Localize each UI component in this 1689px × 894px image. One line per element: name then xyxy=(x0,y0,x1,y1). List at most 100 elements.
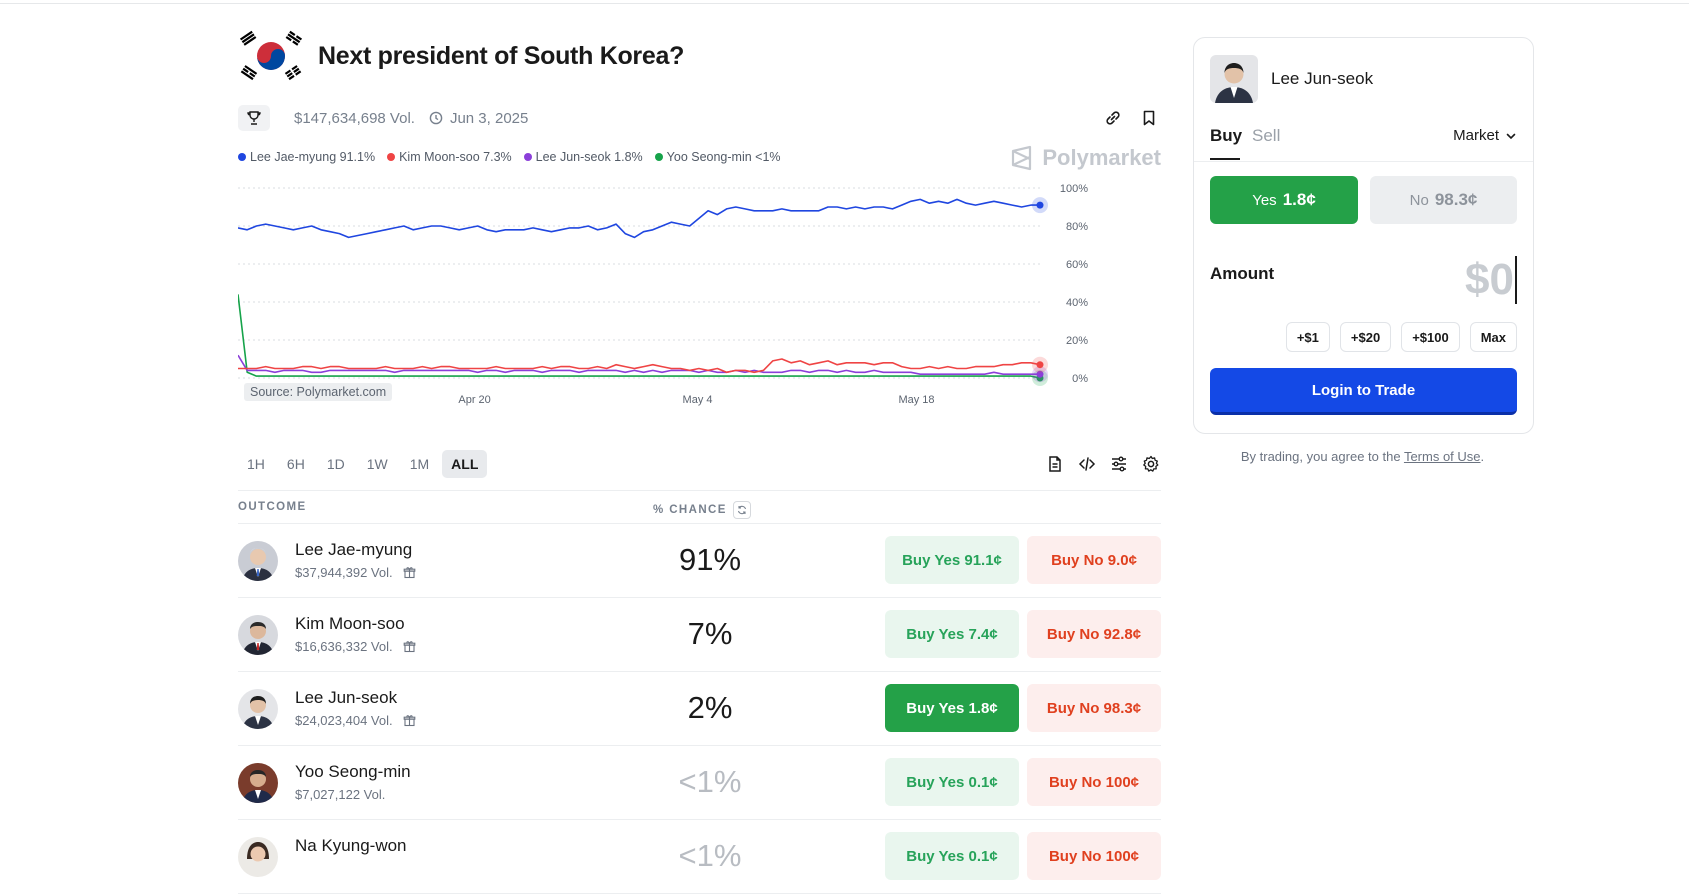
buy-no-button[interactable]: Buy No 100¢ xyxy=(1027,758,1161,806)
trade-candidate-name: Lee Jun-seok xyxy=(1271,69,1374,88)
buy-no-button[interactable]: Buy No 9.0¢ xyxy=(1027,536,1161,584)
price-chart[interactable]: 100% 80% 60% 40% 20% 0% Apr 20 May 4 May 18 xyxy=(238,182,1161,440)
x-tick-label: May 4 xyxy=(683,394,713,406)
outcome-chance: 91% xyxy=(678,542,742,577)
outcomes-table-header: OUTCOME % CHANCE xyxy=(238,490,1161,524)
add-20-button[interactable]: +$20 xyxy=(1339,322,1392,352)
x-tick-label: Apr 20 xyxy=(458,394,490,406)
range-all[interactable]: ALL xyxy=(442,450,488,478)
outcome-chance: <1% xyxy=(678,838,742,873)
south-korea-flag-icon xyxy=(238,28,304,84)
buy-yes-button[interactable]: Buy Yes 0.1¢ xyxy=(885,758,1019,806)
series-endpoint xyxy=(1036,370,1044,378)
gift-icon[interactable] xyxy=(403,714,416,727)
divider xyxy=(1194,161,1533,162)
range-1h[interactable]: 1H xyxy=(247,456,265,472)
outcome-name: Na Kyung-won xyxy=(295,836,407,855)
top-divider xyxy=(0,3,1689,4)
outcome-yes-button[interactable]: Yes 1.8¢ xyxy=(1210,176,1358,224)
trade-tabs: Buy Sell Market xyxy=(1210,126,1517,160)
market-volume: $147,634,698 Vol. xyxy=(294,109,415,127)
series-line xyxy=(238,198,1040,239)
polymarket-logo-icon xyxy=(1012,145,1032,171)
legend-dot xyxy=(523,153,532,161)
series-line xyxy=(238,354,1040,375)
avatar xyxy=(1210,55,1258,103)
buy-yes-button[interactable]: Buy Yes 91.1¢ xyxy=(885,536,1019,584)
legend-item: Lee Jun-seok 1.8% xyxy=(523,150,643,164)
gift-icon[interactable] xyxy=(403,640,416,653)
amount-label: Amount xyxy=(1210,264,1275,283)
link-icon[interactable] xyxy=(1101,106,1125,130)
outcome-row-kim-moon-soo[interactable]: Kim Moon-soo $16,636,332 Vol. 7% Buy Yes… xyxy=(238,597,1161,672)
login-to-trade-button[interactable]: Login to Trade xyxy=(1210,368,1517,415)
range-6h[interactable]: 6H xyxy=(286,456,305,472)
buy-yes-button[interactable]: Buy Yes 1.8¢ xyxy=(885,684,1019,732)
sliders-icon[interactable] xyxy=(1109,454,1129,474)
outcome-name: Lee Jae-myung xyxy=(295,540,413,559)
terms-notice: By trading, you agree to the Terms of Us… xyxy=(1240,449,1485,464)
col-chance: % CHANCE xyxy=(653,501,751,519)
buy-yes-button[interactable]: Buy Yes 7.4¢ xyxy=(885,610,1019,658)
gift-icon[interactable] xyxy=(403,566,416,579)
refresh-icon[interactable] xyxy=(732,501,751,519)
series-line xyxy=(238,294,1041,379)
chart-source: Source: Polymarket.com xyxy=(244,383,393,401)
clock-icon xyxy=(429,111,443,125)
bookmark-icon[interactable] xyxy=(1137,106,1161,130)
range-1m[interactable]: 1M xyxy=(409,456,430,472)
gear-icon[interactable] xyxy=(1141,454,1161,474)
buy-no-button[interactable]: Buy No 100¢ xyxy=(1027,832,1161,880)
add-100-button[interactable]: +$100 xyxy=(1401,322,1460,352)
y-tick-label: 100% xyxy=(1060,183,1088,195)
chart-tools xyxy=(1045,454,1161,474)
outcome-row-lee-jae-myung[interactable]: Lee Jae-myung $37,944,392 Vol. 91% Buy Y… xyxy=(238,523,1161,598)
embed-code-icon[interactable] xyxy=(1077,454,1097,474)
y-tick-label: 20% xyxy=(1066,335,1088,347)
y-tick-label: 60% xyxy=(1066,259,1088,271)
outcome-row-na-kyung-won[interactable]: Na Kyung-won <1% Buy Yes 0.1¢ Buy No 100… xyxy=(238,819,1161,894)
outcome-volume: $16,636,332 Vol. xyxy=(295,639,416,654)
outcome-row-lee-jun-seok[interactable]: Lee Jun-seok $24,023,404 Vol. 2% Buy Yes… xyxy=(238,671,1161,746)
market-meta: $147,634,698 Vol. Jun 3, 2025 xyxy=(238,104,1161,132)
legend-item: Kim Moon-soo 7.3% xyxy=(387,150,512,164)
avatar xyxy=(238,541,278,581)
legend-dot xyxy=(387,153,396,161)
avatar xyxy=(238,763,278,803)
series-endpoint xyxy=(1036,201,1044,209)
market-actions xyxy=(1101,106,1161,130)
outcome-volume: $7,027,122 Vol. xyxy=(295,787,386,802)
order-type-dropdown[interactable]: Market xyxy=(1453,127,1517,144)
market-header: Next president of South Korea? xyxy=(238,28,684,84)
terms-link[interactable]: Terms of Use xyxy=(1403,449,1481,464)
tab-sell[interactable]: Sell xyxy=(1252,126,1281,145)
max-button[interactable]: Max xyxy=(1469,322,1517,352)
buy-no-button[interactable]: Buy No 92.8¢ xyxy=(1027,610,1161,658)
outcome-chance: 7% xyxy=(687,616,733,651)
x-tick-label: May 18 xyxy=(898,394,934,406)
buy-no-button[interactable]: Buy No 98.3¢ xyxy=(1027,684,1161,732)
buy-yes-button[interactable]: Buy Yes 0.1¢ xyxy=(885,832,1019,880)
avatar xyxy=(238,615,278,655)
range-1w[interactable]: 1W xyxy=(366,456,388,472)
tab-buy[interactable]: Buy xyxy=(1210,126,1243,145)
range-1d[interactable]: 1D xyxy=(326,456,345,472)
trade-panel-header: Lee Jun-seok xyxy=(1210,55,1373,103)
series-line xyxy=(238,358,1041,374)
outcome-name: Yoo Seong-min xyxy=(295,762,411,781)
quick-amounts: +$1 +$20 +$100 Max xyxy=(1285,322,1517,352)
outcome-no-button[interactable]: No 98.3¢ xyxy=(1370,176,1517,224)
col-outcome: OUTCOME xyxy=(238,501,307,513)
document-icon[interactable] xyxy=(1045,454,1065,474)
outcome-volume: $37,944,392 Vol. xyxy=(295,565,416,580)
trophy-icon[interactable] xyxy=(238,105,270,131)
add-1-button[interactable]: +$1 xyxy=(1285,322,1330,352)
chevron-down-icon xyxy=(1506,133,1516,139)
series-endpoint xyxy=(1036,361,1044,369)
legend-item: Lee Jae-myung 91.1% xyxy=(238,150,375,164)
outcome-chance: <1% xyxy=(678,764,742,799)
amount-input[interactable]: $0 xyxy=(1465,256,1517,304)
legend-item: Yoo Seong-min <1% xyxy=(654,150,781,164)
outcome-row-yoo-seong-min[interactable]: Yoo Seong-min $7,027,122 Vol. <1% Buy Ye… xyxy=(238,745,1161,820)
avatar xyxy=(238,837,278,877)
